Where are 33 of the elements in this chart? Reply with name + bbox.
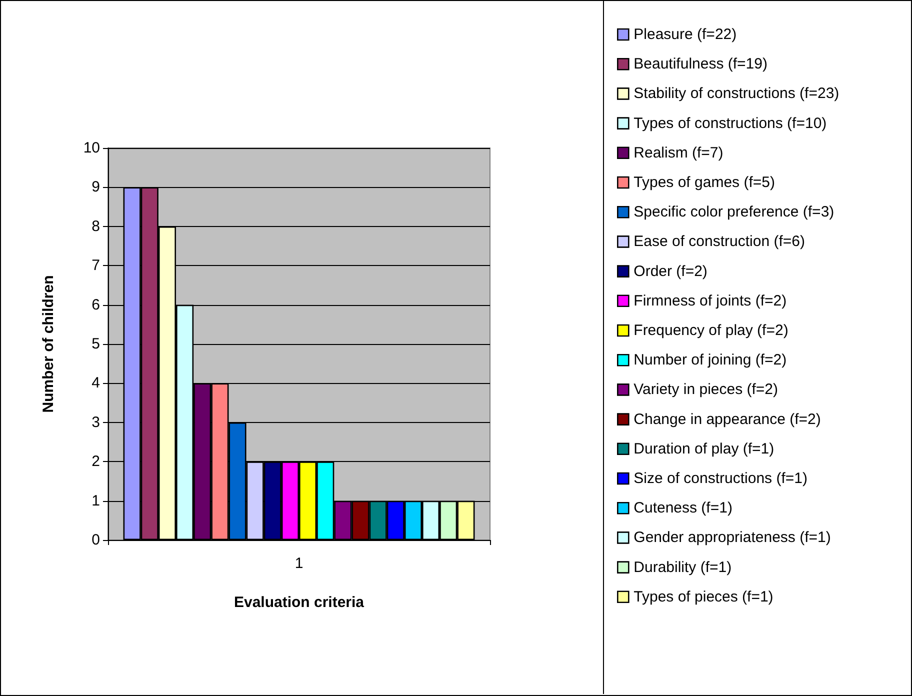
legend-label: Types of pieces (f=1) <box>634 588 774 606</box>
legend-label: Firmness of joints (f=2) <box>634 292 787 310</box>
legend-label: Gender appropriateness (f=1) <box>634 529 831 546</box>
y-tick-label: 0 <box>92 532 100 548</box>
legend-label: Types of games (f=5) <box>634 174 775 191</box>
legend-label: Realism (f=7) <box>634 144 724 162</box>
y-tick-label: 10 <box>83 140 100 156</box>
legend-label: Ease of construction (f=6) <box>634 233 805 250</box>
legend-label: Types of constructions (f=10) <box>634 114 827 132</box>
legend-label: Specific color preference (f=3) <box>634 204 834 221</box>
y-tick-label: 7 <box>92 257 100 274</box>
legend-label: Change in appearance (f=2) <box>634 410 821 428</box>
legend-label: Size of constructions (f=1) <box>634 470 808 487</box>
legend-label: Pleasure (f=22) <box>634 26 737 43</box>
legend-label: Order (f=2) <box>634 262 708 280</box>
legend-label: Frequency of play (f=2) <box>634 322 788 339</box>
y-tick-label: 1 <box>92 492 100 510</box>
y-tick-label: 8 <box>92 218 100 235</box>
y-tick-label: 6 <box>92 296 100 314</box>
legend-label: Cuteness (f=1) <box>634 500 732 517</box>
legend-label: Number of joining (f=2) <box>634 352 787 369</box>
y-axis-title: Number of children <box>40 275 57 413</box>
legend-label: Variety in pieces (f=2) <box>634 381 778 398</box>
x-axis-title: Evaluation criteria <box>234 594 365 611</box>
legend-label: Duration of play (f=1) <box>634 440 774 458</box>
y-tick-label: 9 <box>92 178 100 196</box>
y-tick-label: 2 <box>92 453 100 470</box>
legend-label: Stability of constructions (f=23) <box>634 85 840 102</box>
y-tick-label: 5 <box>92 336 100 352</box>
y-tick-label: 4 <box>92 374 100 392</box>
y-tick-label: 3 <box>92 414 100 431</box>
legend-label: Durability (f=1) <box>634 558 732 576</box>
legend-label: Beautifulness (f=19) <box>634 56 768 73</box>
